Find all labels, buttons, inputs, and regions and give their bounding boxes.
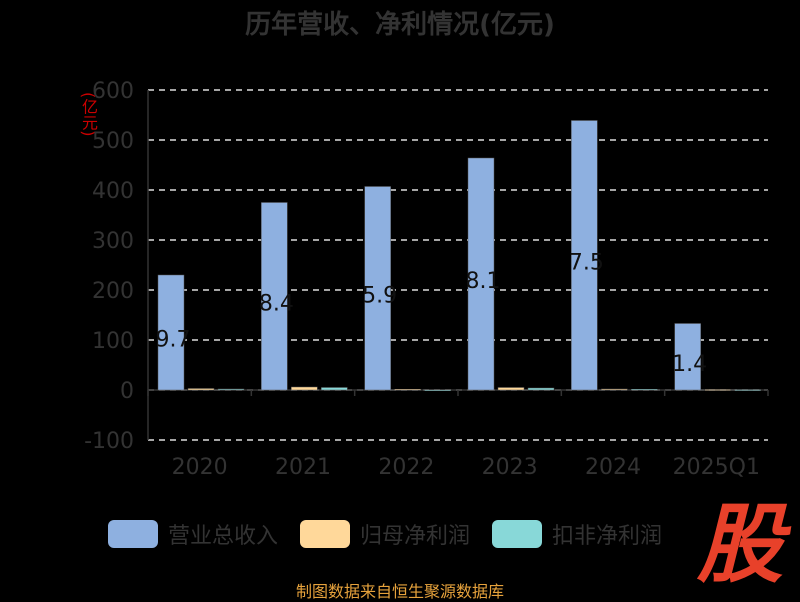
brand-logo: 股 [697, 495, 783, 595]
y-tick-label: 0 [120, 379, 134, 404]
data-label: 7.5 [569, 250, 604, 275]
bar-2-2024 [631, 389, 658, 391]
footer-source: 制图数据来自恒生聚源数据库 [295, 582, 504, 601]
bar-0-2020 [157, 274, 185, 391]
bar-0-2021 [261, 202, 288, 391]
x-tick-label: 2021 [275, 455, 331, 480]
data-label: 9.7 [156, 328, 191, 353]
legend-item-deducted-profit[interactable]: 扣非净利润 [492, 518, 662, 550]
data-labels: 9.7 8.4 5.9 8.1 7.5 1.4 [156, 250, 708, 377]
x-tick-label: 2024 [585, 455, 641, 480]
legend-label-revenue: 营业总收入 [168, 524, 279, 549]
x-tick-label: 2023 [482, 455, 538, 480]
data-label: 5.9 [362, 283, 397, 308]
bar-1-2023 [497, 387, 525, 391]
legend-swatch-net-profit [300, 520, 351, 548]
y-tick-label: 600 [92, 79, 134, 104]
data-label: 8.1 [466, 269, 501, 294]
bar-2-2025Q1 [734, 389, 761, 391]
legend-swatch-revenue [108, 520, 158, 548]
y-tick-label: 500 [92, 129, 134, 154]
bar-0-2024 [571, 120, 598, 391]
bar-0-2023 [467, 157, 495, 391]
legend-swatch-deducted-profit [492, 520, 543, 548]
bar-1-2025Q1 [704, 389, 731, 391]
x-tick-label: 2022 [378, 455, 434, 480]
data-label: 8.4 [259, 291, 294, 316]
legend: 营业总收入 归母净利润 扣非净利润 [108, 518, 662, 550]
x-tick-label: 2025Q1 [673, 455, 760, 480]
y-tick-label: 400 [92, 179, 134, 204]
x-tick-label: 2020 [172, 455, 228, 480]
data-label: 1.4 [672, 352, 707, 377]
bar-2-2022 [424, 389, 451, 391]
bar-2-2023 [527, 387, 555, 391]
y-axis-label: (亿元) [79, 92, 98, 137]
bar-1-2020 [187, 388, 215, 391]
bar-2-2020 [217, 388, 245, 391]
bar-0-2025Q1 [674, 323, 701, 391]
bar-0-2022 [364, 186, 391, 391]
y-tick-label: 300 [92, 229, 134, 254]
y-tick-label: -100 [84, 429, 134, 454]
legend-label-net-profit: 归母净利润 [360, 524, 471, 549]
bar-1-2021 [291, 386, 318, 391]
bar-2-2021 [321, 387, 348, 391]
axes: 600 500 400 300 200 100 0 -100 2020 2021 2022 2023 2… [84, 79, 769, 480]
legend-item-revenue[interactable]: 营业总收入 [108, 518, 278, 550]
bar-1-2022 [394, 389, 421, 391]
bars [157, 120, 761, 391]
y-tick-label: 200 [92, 279, 134, 304]
legend-label-deducted-profit: 扣非净利润 [552, 524, 663, 549]
bar-1-2024 [601, 388, 628, 391]
legend-item-net-profit[interactable]: 归母净利润 [300, 518, 470, 550]
chart-title: 历年营收、净利情况(亿元) [245, 10, 555, 40]
y-tick-label: 100 [92, 329, 134, 354]
